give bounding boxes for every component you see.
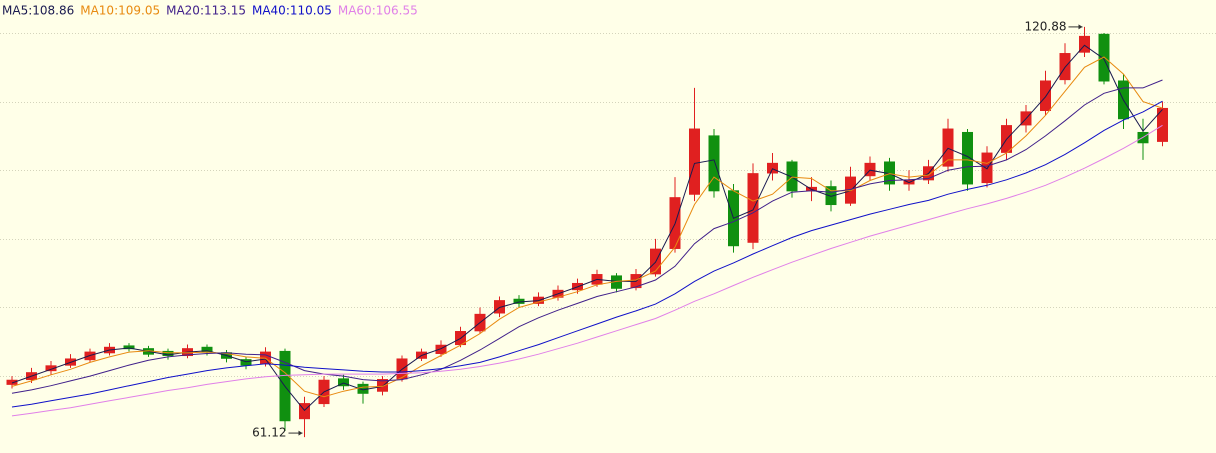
ma-line: [11, 79, 1163, 394]
candle-body: [864, 162, 876, 177]
candle: [786, 159, 798, 198]
candle-body: [962, 131, 973, 185]
candle: [767, 153, 778, 181]
candle-body: [786, 161, 798, 192]
candle: [299, 396, 310, 438]
candle: [747, 163, 759, 250]
candle: [708, 129, 720, 198]
candle-body: [240, 359, 252, 366]
candle-body: [162, 350, 174, 357]
ma-line: [11, 44, 1163, 412]
candle-body: [45, 365, 57, 372]
candle: [689, 87, 700, 202]
annotation-label: 61.12: [252, 426, 286, 440]
candle: [494, 296, 505, 318]
candle-body: [435, 344, 447, 354]
legend-entry: MA5:108.86: [2, 4, 74, 18]
candle-body: [377, 379, 388, 392]
candle-body: [299, 403, 310, 420]
candle: [1079, 26, 1090, 57]
candle: [6, 376, 18, 389]
candle-body: [767, 162, 778, 174]
candle-body: [942, 128, 954, 167]
candle-body: [747, 173, 759, 243]
ma-line: [11, 100, 1163, 408]
candle-body: [338, 378, 349, 387]
candle: [240, 356, 252, 370]
candle-body: [1079, 35, 1090, 53]
candle: [942, 118, 954, 172]
candle-body: [981, 152, 993, 184]
legend-entry: MA60:106.55: [338, 4, 418, 18]
legend-entry: MA20:113.15: [166, 4, 246, 18]
candle: [981, 146, 993, 188]
candle-body: [1157, 107, 1168, 142]
candle-body: [123, 345, 135, 350]
candle: [123, 343, 135, 352]
candle: [1040, 70, 1051, 116]
candle: [864, 156, 876, 181]
candle: [162, 348, 174, 360]
candle: [45, 361, 57, 375]
candle-body: [708, 135, 720, 192]
candle-body: [494, 300, 505, 314]
legend-entry: MA40:110.05: [252, 4, 332, 18]
ma-line: [11, 56, 1163, 398]
annotation-label: 120.88: [1025, 19, 1067, 33]
annotation-arrowhead: [298, 430, 303, 436]
candle-body: [689, 128, 700, 195]
annotation-arrowhead: [1078, 24, 1083, 30]
candle-body: [825, 186, 837, 206]
candle-body: [6, 379, 18, 385]
legend-entry: MA10:109.05: [80, 4, 160, 18]
candle-body: [1040, 80, 1051, 112]
candle: [338, 374, 349, 390]
ma-line: [11, 124, 1163, 417]
candle: [1157, 101, 1168, 147]
